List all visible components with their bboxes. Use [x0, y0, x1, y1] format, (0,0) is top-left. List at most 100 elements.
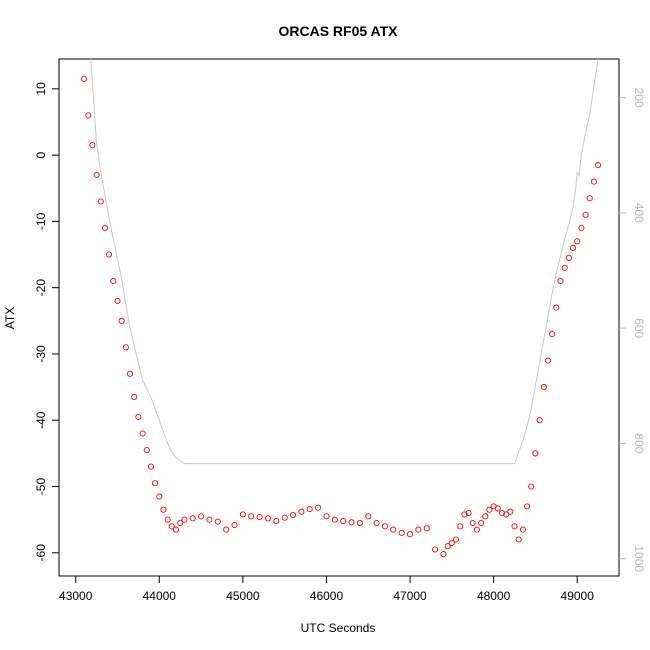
data-point: [114, 297, 121, 304]
data-point: [561, 264, 568, 271]
data-point: [524, 503, 531, 510]
data-point: [373, 519, 380, 527]
line-series-0: [90, 58, 599, 465]
data-point: [298, 508, 305, 515]
data-point: [106, 251, 113, 258]
data-point: [507, 508, 514, 515]
data-point: [147, 463, 154, 470]
data-point: [110, 277, 117, 285]
data-point: [578, 224, 585, 232]
data-point: [515, 536, 522, 543]
data-point: [126, 370, 134, 377]
data-point: [452, 536, 460, 543]
data-point: [406, 531, 414, 538]
data-point: [465, 509, 472, 517]
data-point: [118, 317, 125, 324]
data-point: [574, 238, 581, 245]
data-point: [381, 523, 389, 530]
x-tick-label: 47000: [393, 589, 427, 603]
secondary-series-line: [90, 58, 599, 465]
data-point: [223, 526, 230, 533]
x-tick-label: 46000: [310, 589, 344, 603]
data-point: [198, 513, 205, 520]
data-point: [569, 244, 577, 251]
y-tick-label: -40: [34, 411, 48, 429]
data-point: [557, 277, 564, 285]
data-point: [482, 513, 489, 520]
right-tick-label: 800: [632, 433, 646, 453]
data-point: [97, 198, 104, 205]
data-point: [131, 393, 138, 401]
right-tick-label: 600: [632, 318, 646, 338]
data-point: [461, 511, 468, 518]
data-point: [440, 551, 447, 558]
right-tick-label: 200: [632, 88, 646, 108]
y-tick-label: -50: [34, 478, 48, 496]
data-point: [544, 357, 552, 364]
right-axis: 200 400 600 800 1000: [619, 88, 646, 572]
x-axis-label: UTC Seconds: [301, 621, 376, 635]
y-tick-label: -60: [34, 544, 48, 562]
data-point: [135, 413, 142, 420]
atx-points: [81, 75, 602, 558]
data-point: [553, 304, 560, 311]
data-point: [256, 513, 263, 521]
data-point: [160, 506, 167, 513]
data-point: [398, 529, 405, 536]
chart-title: ORCAS RF05 ATX: [278, 23, 398, 39]
data-point: [152, 480, 159, 487]
x-axis: 43000 44000 45000 46000 47000 48000 49000: [59, 575, 595, 603]
data-point: [486, 506, 493, 513]
data-point: [415, 526, 422, 533]
data-point: [306, 506, 313, 513]
data-point: [281, 514, 288, 521]
data-point: [423, 525, 430, 532]
data-point: [595, 162, 602, 169]
data-point: [156, 493, 163, 500]
data-point: [181, 516, 188, 523]
data-point: [248, 513, 255, 520]
data-point: [231, 521, 238, 529]
data-point: [164, 516, 171, 523]
right-tick-label: 400: [632, 203, 646, 223]
x-tick-label: 44000: [143, 589, 177, 603]
x-tick-label: 45000: [226, 589, 260, 603]
y-tick-label: 0: [34, 151, 48, 158]
data-point: [206, 516, 213, 523]
y-tick-label: -10: [34, 212, 48, 230]
data-point: [540, 384, 547, 391]
data-point: [528, 483, 535, 490]
data-point: [348, 519, 355, 526]
data-point: [582, 211, 589, 218]
x-tick-label: 48000: [477, 589, 511, 603]
data-point: [473, 526, 480, 533]
data-point: [590, 178, 597, 185]
data-point: [519, 526, 526, 533]
data-point: [143, 447, 150, 454]
data-point: [289, 511, 297, 519]
data-point: [432, 546, 439, 553]
data-point: [457, 523, 464, 530]
data-point: [239, 511, 246, 518]
data-point: [85, 112, 92, 119]
data-point: [172, 526, 180, 533]
data-point: [331, 516, 338, 523]
x-tick-label: 43000: [59, 589, 93, 603]
data-point: [586, 195, 593, 202]
x-tick-label: 49000: [561, 589, 595, 603]
data-point: [503, 511, 510, 518]
data-point: [93, 171, 100, 179]
y-axis: 10 0 -10 -20 -30 -40 -50 -60: [34, 82, 60, 562]
data-point: [498, 509, 506, 517]
data-point: [469, 519, 476, 527]
data-point: [264, 515, 272, 522]
data-point: [323, 513, 330, 520]
data-point: [89, 142, 96, 149]
data-point: [494, 505, 501, 512]
data-point: [549, 331, 556, 338]
data-point: [511, 523, 518, 530]
data-point: [532, 450, 539, 457]
plot-frame: [58, 58, 620, 577]
data-point: [214, 518, 221, 525]
